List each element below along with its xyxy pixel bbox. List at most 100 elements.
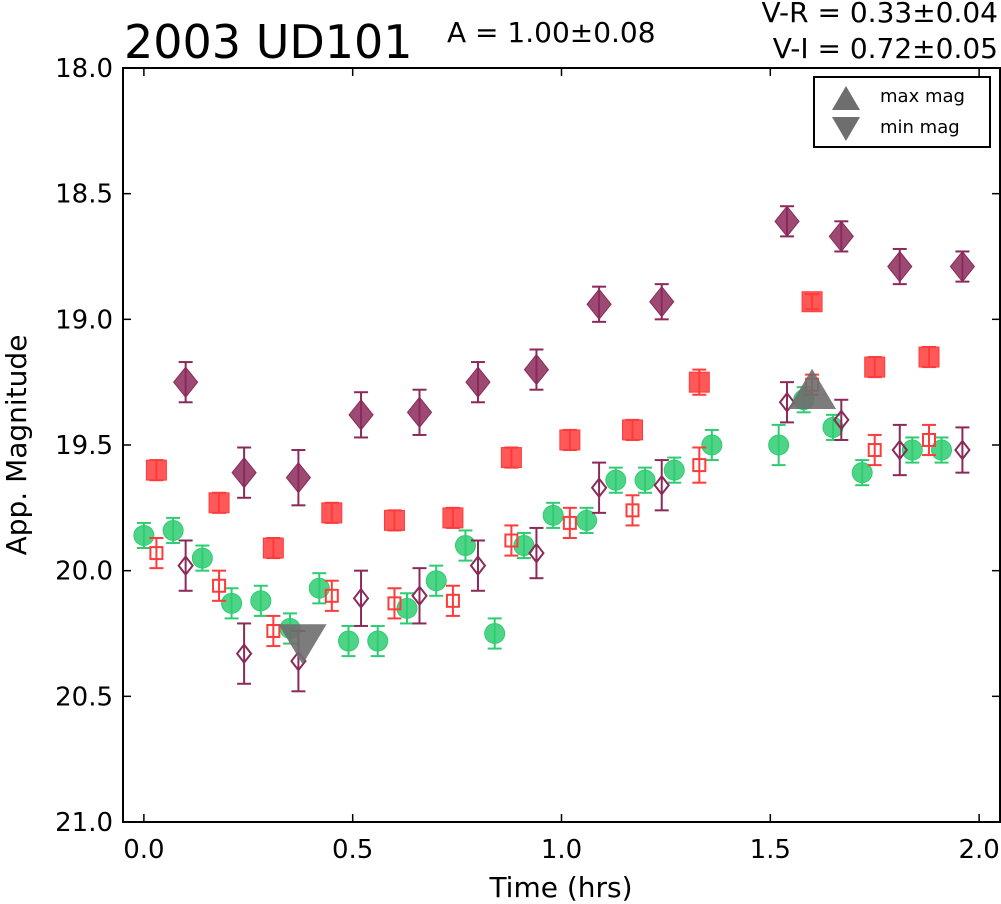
vr-color-index: V-R = 0.33±0.04 bbox=[762, 0, 998, 29]
data-point-square bbox=[149, 546, 164, 561]
data-point-square bbox=[559, 429, 581, 451]
data-point-diamond bbox=[465, 366, 491, 398]
data-point-diamond bbox=[653, 474, 670, 496]
legend: max mag min mag bbox=[813, 76, 991, 148]
data-point-diamond bbox=[833, 409, 850, 431]
data-point-circle bbox=[221, 592, 243, 614]
data-point-diamond bbox=[774, 205, 800, 238]
min-mag-marker bbox=[278, 624, 327, 665]
data-point-square bbox=[867, 443, 882, 458]
legend-label-min: min mag bbox=[880, 117, 960, 138]
y-tick-label: 19.5 bbox=[55, 431, 113, 461]
data-point-circle bbox=[634, 469, 656, 491]
data-point-square bbox=[625, 503, 640, 518]
data-point-square bbox=[445, 593, 460, 608]
data-point-circle bbox=[851, 462, 873, 484]
data-point-square bbox=[212, 578, 227, 593]
plot-area bbox=[133, 205, 976, 693]
data-point-diamond bbox=[348, 399, 374, 431]
data-point-circle bbox=[901, 439, 923, 461]
series-0 bbox=[133, 386, 953, 658]
data-point-diamond bbox=[590, 477, 608, 499]
x-tick-label: 1.5 bbox=[750, 835, 791, 865]
max-mag-marker bbox=[788, 368, 837, 410]
data-point-circle bbox=[308, 577, 330, 599]
legend-min-symbol-icon bbox=[832, 117, 860, 141]
y-tick-label: 20.5 bbox=[55, 682, 113, 712]
data-point-square bbox=[801, 291, 823, 313]
data-point-square bbox=[918, 346, 940, 368]
data-point-diamond bbox=[235, 642, 253, 665]
data-point-diamond bbox=[406, 396, 433, 429]
data-point-diamond bbox=[954, 439, 971, 461]
data-point-diamond bbox=[528, 542, 545, 564]
data-point-circle bbox=[454, 535, 476, 557]
data-point-circle bbox=[425, 570, 447, 592]
data-point-diamond bbox=[828, 220, 854, 253]
data-point-circle bbox=[162, 519, 184, 541]
data-point-diamond bbox=[891, 439, 909, 461]
data-point-square bbox=[922, 432, 937, 447]
chart-title: 2003 UD101 bbox=[124, 15, 413, 69]
data-point-square bbox=[387, 596, 402, 611]
data-point-square bbox=[688, 371, 710, 393]
data-point-diamond bbox=[949, 250, 976, 283]
data-point-circle bbox=[133, 524, 155, 546]
data-point-square bbox=[500, 447, 522, 469]
data-point-circle bbox=[663, 459, 685, 481]
x-tick-label: 1.0 bbox=[541, 835, 582, 865]
data-point-circle bbox=[191, 547, 213, 569]
data-point-diamond bbox=[887, 250, 913, 283]
y-tick-label: 20.0 bbox=[55, 557, 113, 587]
data-point-circle bbox=[605, 469, 627, 491]
data-point-diamond bbox=[285, 461, 312, 494]
data-point-diamond bbox=[177, 555, 194, 577]
x-tick-label: 0.5 bbox=[332, 835, 373, 865]
y-tick-label: 21.0 bbox=[55, 808, 113, 838]
legend-label-max: max mag bbox=[880, 86, 965, 107]
data-point-square bbox=[864, 356, 886, 378]
data-point-diamond bbox=[173, 366, 199, 398]
amplitude-text: A = 1.00±0.08 bbox=[447, 16, 656, 49]
x-tick-label: 0.0 bbox=[123, 835, 164, 865]
data-point-diamond bbox=[231, 456, 257, 489]
y-axis-label: App. Magnitude bbox=[0, 335, 33, 556]
data-point-square bbox=[262, 537, 284, 559]
y-tick-label: 19.0 bbox=[55, 305, 113, 335]
data-point-square bbox=[383, 509, 405, 531]
data-point-square bbox=[324, 588, 339, 603]
data-point-circle bbox=[701, 434, 723, 456]
x-axis-label: Time (hrs) bbox=[488, 871, 632, 904]
data-point-square bbox=[266, 623, 281, 638]
axis-ticks: 0.0 0.5 1.0 1.5 2.0 18.0 18.5 19.0 19.5 20.0 20.5 2… bbox=[55, 54, 1000, 865]
data-point-diamond bbox=[352, 587, 370, 609]
series-2 bbox=[173, 205, 976, 507]
data-point-diamond bbox=[411, 585, 428, 607]
y-tick-label: 18.5 bbox=[55, 180, 113, 210]
data-point-square bbox=[321, 502, 343, 524]
legend-max-symbol-icon bbox=[832, 86, 860, 110]
data-point-circle bbox=[484, 623, 506, 644]
plot-frame bbox=[122, 67, 1001, 823]
data-point-circle bbox=[338, 630, 360, 652]
series-3 bbox=[149, 373, 937, 648]
data-point-diamond bbox=[586, 288, 612, 321]
data-point-square bbox=[504, 533, 519, 548]
data-point-square bbox=[208, 492, 230, 514]
x-tick-label: 2.0 bbox=[958, 835, 999, 865]
vi-color-index: V-I = 0.72±0.05 bbox=[773, 32, 998, 65]
data-point-diamond bbox=[523, 353, 550, 386]
data-point-square bbox=[692, 458, 707, 473]
data-point-square bbox=[562, 515, 577, 530]
y-tick-label: 18.0 bbox=[55, 54, 113, 84]
data-point-square bbox=[621, 419, 643, 441]
data-point-circle bbox=[367, 630, 389, 652]
extrema-markers bbox=[278, 368, 837, 665]
data-point-circle bbox=[542, 504, 564, 526]
series-1 bbox=[145, 291, 940, 560]
data-point-square bbox=[145, 459, 167, 481]
data-point-diamond bbox=[778, 391, 796, 413]
data-point-square bbox=[442, 507, 464, 529]
data-point-circle bbox=[931, 439, 953, 461]
data-point-circle bbox=[768, 434, 790, 456]
